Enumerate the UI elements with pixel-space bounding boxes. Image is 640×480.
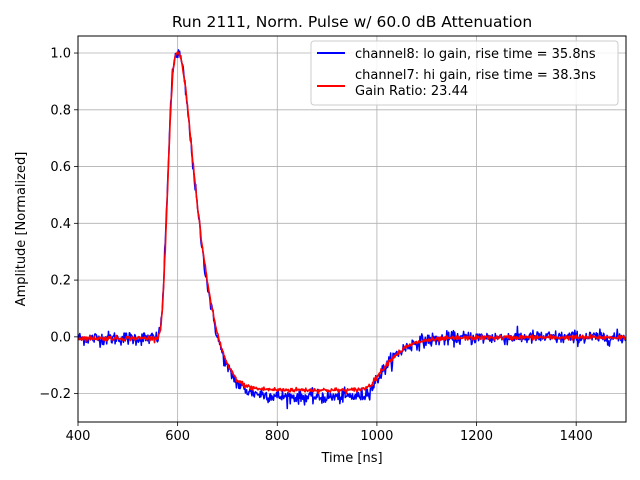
y-tick-label: 0.8 (50, 103, 71, 118)
y-tick-label: 1.0 (50, 47, 71, 62)
y-tick-label: 0.6 (50, 160, 71, 175)
plot-frame (77, 35, 627, 423)
x-axis-label: Time [ns] (320, 451, 382, 466)
x-tick-label: 1000 (360, 429, 393, 444)
legend-label-gain-ratio: Gain Ratio: 23.44 (355, 84, 468, 99)
grid-y (78, 52, 626, 395)
x-tick-label: 800 (265, 429, 290, 444)
y-tick-label: 0.0 (50, 330, 71, 345)
plot-area (78, 49, 626, 410)
legend-label-channel8: channel8: lo gain, rise time = 35.8ns (355, 47, 596, 62)
legend-label-channel7: channel7: hi gain, rise time = 38.3ns (355, 68, 596, 83)
y-axis-label: Amplitude [Normalized] (14, 152, 29, 307)
series-line-channel7 (78, 50, 626, 395)
y-tick-label: −0.2 (39, 387, 71, 402)
y-tick-label: 0.2 (50, 274, 71, 289)
series-layer (78, 49, 626, 410)
y-tick-label: 0.4 (50, 217, 71, 232)
legend-box (310, 40, 619, 106)
x-tick-label: 600 (165, 429, 190, 444)
chart-title: Run 2111, Norm. Pulse w/ 60.0 dB Attenua… (172, 13, 532, 31)
x-tick-label: 1200 (460, 429, 493, 444)
x-axis-ticks: 400 600 800 1000 1200 1400 (66, 422, 593, 444)
legend: channel8: lo gain, rise time = 35.8ns ch… (310, 40, 619, 106)
x-tick-label: 400 (66, 429, 91, 444)
y-axis-ticks: −0.2 0.0 0.2 0.4 0.6 0.8 1.0 (39, 47, 78, 402)
x-tick-label: 1400 (560, 429, 593, 444)
